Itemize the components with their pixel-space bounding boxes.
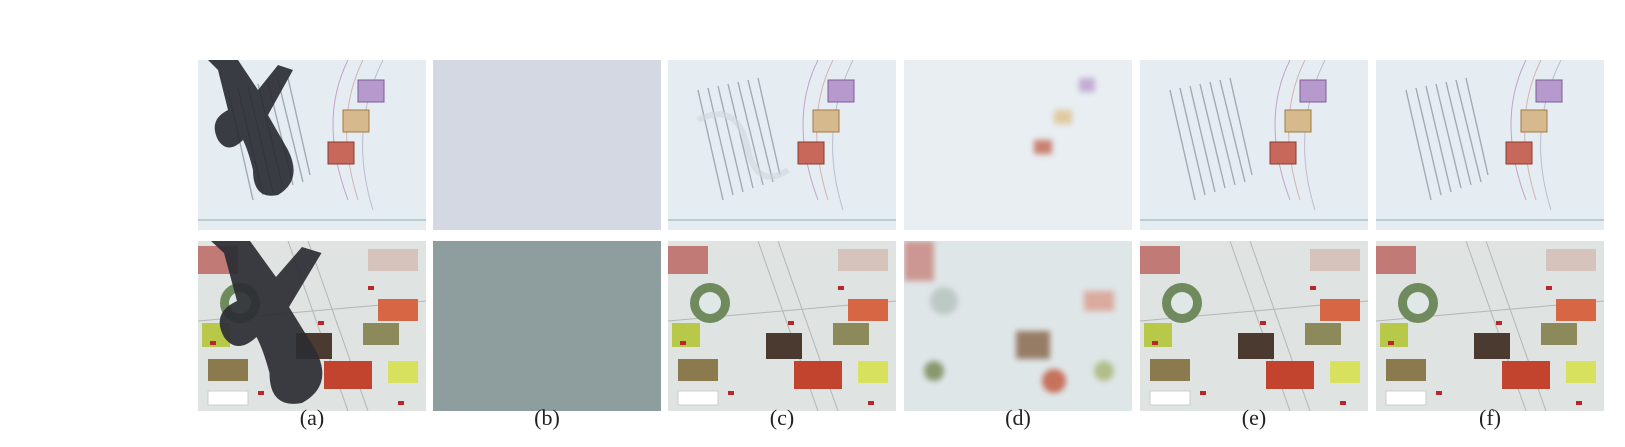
panel-f-top (1376, 60, 1604, 230)
panel-b-top (433, 60, 661, 230)
panel-d-bottom (904, 241, 1132, 411)
panel-e-bottom (1140, 241, 1368, 411)
panel-a-top (198, 60, 426, 230)
subfigure-label-e: (e) (1241, 405, 1267, 430)
panel-b-bottom (433, 241, 661, 411)
panel-a-bottom (198, 241, 426, 411)
subfigure-label-d: (d) (1005, 405, 1031, 430)
subfigure-label-b: (b) (534, 405, 560, 430)
panel-f-bottom (1376, 241, 1604, 411)
panel-c-bottom (668, 241, 896, 411)
panel-e-top (1140, 60, 1368, 230)
subfigure-label-c: (c) (769, 405, 795, 430)
subfigure-label-f: (f) (1479, 405, 1501, 430)
subfigure-label-a: (a) (299, 405, 325, 430)
panel-d-top (904, 60, 1132, 230)
panel-c-top (668, 60, 896, 230)
